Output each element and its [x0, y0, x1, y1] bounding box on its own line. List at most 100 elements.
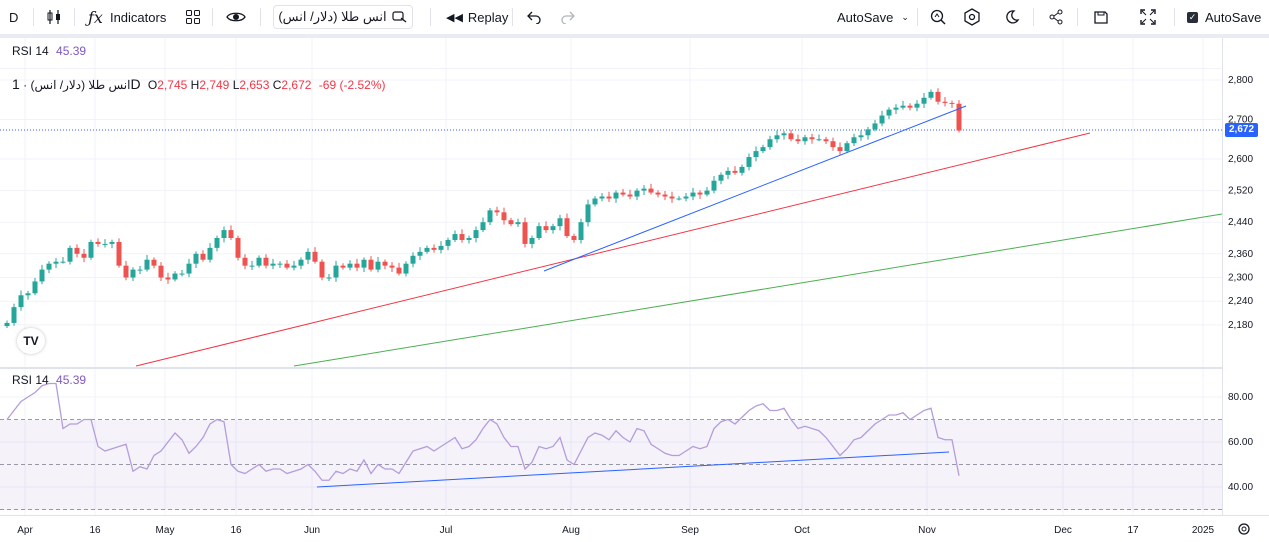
candle-body: [214, 238, 220, 248]
price-tick-label: 2,520: [1228, 186, 1253, 197]
visibility-button[interactable]: [226, 0, 246, 34]
candle-body: [466, 238, 472, 240]
candle-body: [802, 137, 808, 142]
toolbar-divider: [512, 8, 513, 26]
axis-settings-button[interactable]: [1237, 522, 1251, 541]
candle-body: [809, 137, 815, 140]
undo-button[interactable]: [526, 0, 542, 34]
fx-icon: ƒx: [88, 7, 103, 27]
candle-body: [529, 238, 535, 244]
indicators-button[interactable]: ƒx Indicators: [88, 0, 166, 34]
candle-body: [53, 261, 59, 264]
time-tick-label: May: [156, 525, 175, 536]
candle-body: [606, 196, 612, 199]
candle-body: [725, 170, 731, 175]
quick-search-button[interactable]: [929, 0, 947, 34]
candle-body: [249, 265, 255, 267]
rsi-trend-line: [316, 451, 950, 488]
share-button[interactable]: [1048, 0, 1064, 34]
candle-body: [95, 241, 101, 244]
candle-body: [361, 259, 367, 268]
autosave-toggle[interactable]: ✓ AutoSave: [1187, 0, 1261, 34]
price-tick-label: 2,300: [1228, 273, 1253, 284]
time-axis: Apr 16 May 16 Jun Jul Aug Sep Oct Nov Dec 17 2025: [17, 525, 1214, 536]
rsi-header[interactable]: RSI 14 45.39: [12, 44, 86, 58]
candle-body: [942, 101, 948, 103]
candle-body: [704, 190, 710, 195]
moon-icon: [1006, 10, 1020, 24]
rsi-header-value: 45.39: [56, 44, 87, 58]
time-tick-label: Apr: [17, 525, 33, 536]
legend-symbol[interactable]: انس طلا (دلار/ انس): [30, 78, 131, 92]
candle-body: [851, 137, 857, 144]
autosave-label: AutoSave: [837, 9, 894, 25]
candle-body: [627, 194, 633, 197]
price-axis-border: [1222, 38, 1223, 515]
candle-body: [284, 263, 290, 268]
replay-label: Replay: [467, 9, 509, 25]
toolbar-divider: [260, 8, 261, 26]
candle-body: [445, 239, 451, 246]
tradingview-logo[interactable]: TV: [17, 328, 45, 354]
interval-button[interactable]: D: [9, 0, 18, 34]
time-tick-label: Dec: [1054, 525, 1072, 536]
time-tick-label: Oct: [794, 525, 810, 536]
rsi-tick-label: 40.00: [1228, 482, 1253, 493]
candle-body: [669, 196, 675, 199]
trend-line-green: [293, 213, 1223, 367]
candle-body: [634, 190, 640, 197]
candle-body: [11, 307, 17, 323]
replay-icon: ◀◀: [446, 11, 463, 24]
candle-body: [935, 91, 941, 102]
candle-body: [137, 269, 143, 271]
candle-body: [109, 241, 115, 244]
candle-body: [886, 109, 892, 116]
candle-body: [39, 269, 45, 282]
legend-h-label: H: [190, 78, 200, 92]
candle-body: [298, 259, 304, 266]
candle-body: [368, 259, 374, 270]
templates-button[interactable]: [185, 0, 201, 34]
candle-body: [60, 261, 66, 263]
candle-body: [459, 234, 465, 240]
toolbar-divider: [917, 8, 918, 26]
rsi-tick-label: 80.00: [1228, 392, 1253, 403]
candle-body: [872, 123, 878, 130]
candle-body: [501, 212, 507, 221]
candle-body: [508, 220, 514, 225]
price-tick-label: 2,440: [1228, 217, 1253, 228]
rsi-tick-label: 60.00: [1228, 437, 1253, 448]
candle-body: [242, 257, 248, 266]
toolbar-divider: [1033, 8, 1034, 26]
candle-body: [718, 174, 724, 181]
rsi-header-name: RSI 14: [12, 44, 49, 58]
theme-button[interactable]: [1004, 0, 1020, 34]
symbol-search[interactable]: انس طلا (دلار/ انس): [273, 5, 413, 29]
candle-body: [375, 261, 381, 270]
candle-body: [550, 226, 556, 231]
price-legend: انس طلا (دلار/ انس) · 1D O2,745 H2,749 L…: [12, 76, 386, 92]
candle-body: [683, 196, 689, 199]
rsi-band: [0, 420, 1222, 510]
autosave-dropdown[interactable]: AutoSave ⌄: [837, 0, 909, 34]
settings-button[interactable]: [963, 0, 981, 34]
rsi-legend[interactable]: RSI 14 45.39: [12, 373, 86, 387]
redo-button[interactable]: [560, 0, 576, 34]
replay-button[interactable]: ◀◀ Replay: [446, 0, 508, 34]
chart-canvas[interactable]: 2,800 2,700 2,600 2,520 2,440 2,360 2,300 2,240…: [0, 38, 1269, 542]
candle-body: [585, 204, 591, 223]
candle-body: [788, 133, 794, 140]
snapshot-button[interactable]: [1092, 0, 1110, 34]
rsi-legend-name: RSI 14: [12, 373, 49, 387]
fullscreen-icon: [1140, 9, 1156, 25]
chart-type-button[interactable]: [45, 0, 63, 34]
time-tick-label: Jul: [440, 525, 453, 536]
candle-body: [473, 230, 479, 238]
price-tick-label: 2,800: [1228, 75, 1253, 86]
candle-body: [662, 194, 668, 197]
candle-body: [865, 129, 871, 136]
fullscreen-button[interactable]: [1140, 0, 1156, 34]
toolbar-divider: [33, 8, 34, 26]
snapshot-icon: [1094, 11, 1108, 24]
toolbar-divider: [74, 8, 75, 26]
